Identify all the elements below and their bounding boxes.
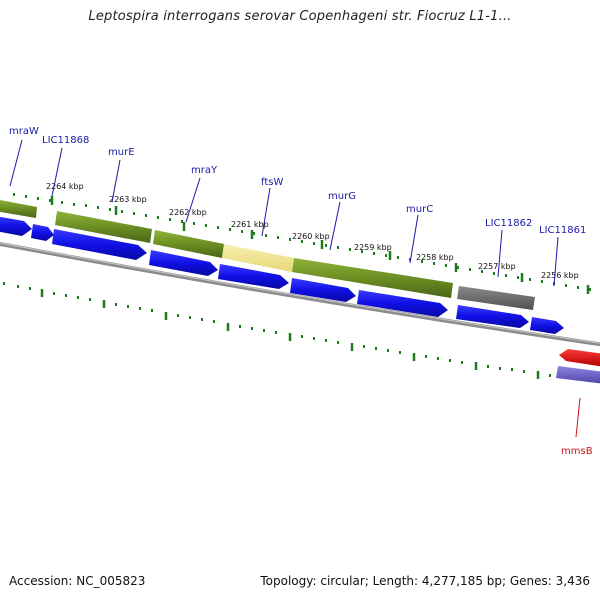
gene-label-mraW[interactable]: mraW xyxy=(9,126,39,137)
label-leader-lines xyxy=(9,139,581,438)
accession-text: Accession: NC_005823 xyxy=(9,574,146,588)
gene-labels: mraW LIC11868 murE mraY ftsW murG murC L… xyxy=(9,126,593,457)
ruler-label: 2263 kbp xyxy=(109,195,147,204)
gene-label-murE[interactable]: murE xyxy=(108,147,135,158)
genome-backbone-highlight xyxy=(0,242,600,344)
gene-label-LIC11862[interactable]: LIC11862 xyxy=(485,218,532,229)
gene-label-mraY[interactable]: mraY xyxy=(191,165,218,176)
cog-segment-green[interactable] xyxy=(0,199,37,218)
cds-arrow[interactable] xyxy=(0,216,32,236)
cds-arrow[interactable] xyxy=(52,229,147,260)
ruler-label: 2256 kbp xyxy=(541,271,579,280)
page-title: Leptospira interrogans serovar Copenhage… xyxy=(88,9,512,24)
gene-label-mmsB[interactable]: mmsB xyxy=(561,446,593,457)
cog-segment-green[interactable] xyxy=(153,230,224,258)
cds-arrow[interactable] xyxy=(456,305,529,328)
ruler-label: 2264 kbp xyxy=(46,182,84,191)
outer-ruler-ticks xyxy=(13,193,591,294)
ruler-labels: 2264 kbp 2263 kbp 2262 kbp 2261 kbp 2260… xyxy=(46,182,579,280)
ruler-label: 2260 kbp xyxy=(292,232,330,241)
cog-segment-green[interactable] xyxy=(55,211,152,243)
ruler-label: 2258 kbp xyxy=(416,253,454,262)
cds-arrow-reverse[interactable] xyxy=(559,349,600,367)
cog-segment-green[interactable] xyxy=(292,258,453,298)
inner-ruler-ticks xyxy=(3,282,551,379)
gene-label-murG[interactable]: murG xyxy=(328,191,356,202)
cog-segment-yellow[interactable] xyxy=(222,244,294,272)
gene-label-murC[interactable]: murC xyxy=(406,204,433,215)
gene-label-LIC11861[interactable]: LIC11861 xyxy=(539,225,586,236)
cds-arrow[interactable] xyxy=(530,317,564,334)
cds-arrow[interactable] xyxy=(149,250,218,276)
cds-track xyxy=(0,216,564,334)
ruler-label: 2262 kbp xyxy=(169,208,207,217)
cog-track xyxy=(0,199,535,310)
cds-arrow[interactable] xyxy=(218,264,289,289)
ruler-label: 2261 kbp xyxy=(231,220,269,229)
gene-label-LIC11868[interactable]: LIC11868 xyxy=(42,135,89,146)
genome-summary-text: Topology: circular; Length: 4,277,185 bp… xyxy=(260,574,590,588)
cog-segment-grey[interactable] xyxy=(457,286,535,310)
genome-backbone xyxy=(0,241,600,347)
cds-arrow[interactable] xyxy=(357,290,448,317)
cds-arrow[interactable] xyxy=(290,278,356,302)
ruler-label: 2257 kbp xyxy=(478,262,516,271)
cog-segment-purple[interactable] xyxy=(556,366,600,384)
ruler-label: 2259 kbp xyxy=(354,243,392,252)
cds-arrow[interactable] xyxy=(31,224,54,241)
gene-label-ftsW[interactable]: ftsW xyxy=(261,177,283,188)
